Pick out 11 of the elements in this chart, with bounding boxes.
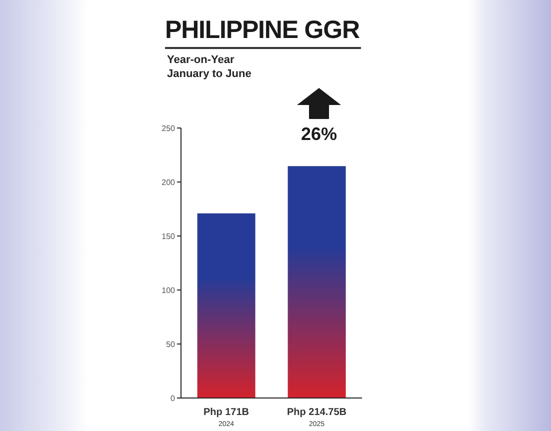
y-tick-label: 250 bbox=[162, 124, 176, 133]
x-tick-label: Php 214.75B 2025 bbox=[287, 407, 346, 428]
y-tick-label: 200 bbox=[162, 178, 176, 187]
y-tick-label: 150 bbox=[162, 232, 176, 241]
x-tick-label: Php 171B 2024 bbox=[203, 407, 250, 428]
y-tick-label: 0 bbox=[170, 394, 176, 403]
chart-subtitle: Year-on-Year January to June bbox=[167, 53, 252, 81]
y-tick-label: 50 bbox=[166, 340, 176, 349]
annotation: 26% bbox=[300, 124, 338, 145]
y-tick-label: 100 bbox=[162, 286, 176, 295]
chart-title: PHILIPPINE GGR bbox=[165, 16, 360, 45]
